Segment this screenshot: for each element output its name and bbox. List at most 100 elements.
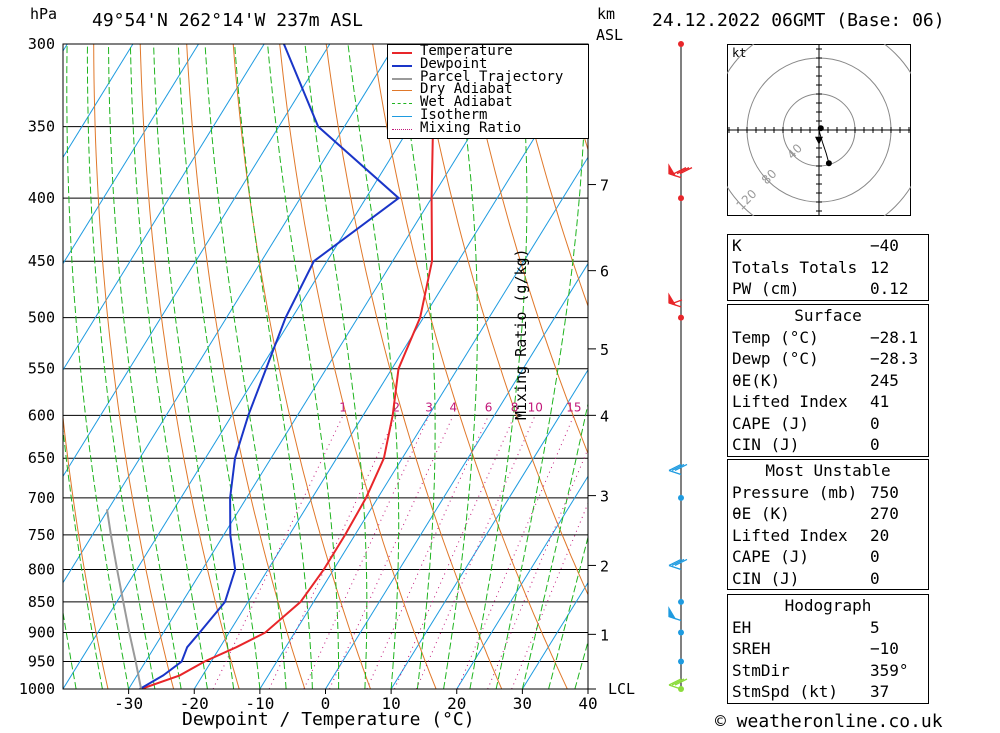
pressure-tick-label: 600: [28, 406, 55, 424]
pressure-tick-label: 500: [28, 309, 55, 327]
wind-level-dot: [678, 598, 684, 605]
temperature-profile: [140, 44, 435, 689]
datetime-title: 24.12.2022 06GMT (Base: 06): [652, 10, 945, 31]
mixing-ratio-line: [394, 415, 516, 689]
surface-index-label: Dewp (°C): [732, 349, 819, 368]
most-unstable-index-value: 0: [870, 547, 880, 566]
copyright-link[interactable]: © weatheronline.co.uk: [715, 711, 943, 732]
temp-tick-label: 20: [447, 694, 466, 713]
dry-adiabat-line: [465, 44, 588, 455]
basic-index-label: PW (cm): [732, 279, 800, 298]
basic-index-row: Totals Totals 12: [728, 257, 928, 279]
mixing-ratio-line: [212, 415, 344, 689]
most-unstable-index-row: θE (K) 270: [728, 503, 928, 525]
legend-item: Wet Adiabat: [388, 94, 586, 111]
legend-label: Isotherm: [420, 107, 488, 123]
legend: Temperature Dewpoint Parcel Trajectory Dry …: [387, 44, 589, 139]
legend-label: Temperature: [420, 43, 513, 59]
wind-barb: [668, 558, 688, 571]
hodograph-index-value: 5: [870, 617, 880, 637]
isotherm-line: [63, 44, 199, 265]
legend-item: Mixing Ratio: [388, 119, 586, 136]
isotherm-line: [63, 44, 462, 689]
basic-index-row: PW (cm) 0.12: [728, 278, 928, 300]
dry-adiabat-line: [139, 44, 240, 689]
mixing-ratio-label: 8: [511, 400, 519, 414]
pressure-tick-label: 400: [28, 189, 55, 207]
hodograph-index-row: StmDir 359°: [728, 660, 928, 682]
dewpoint-profile: [139, 44, 401, 689]
most-unstable-index-row: Lifted Index 20: [728, 525, 928, 547]
km-tick-label: 2: [600, 557, 609, 575]
surface-index-label: CIN (J): [732, 435, 800, 454]
surface-index-row: Dewp (°C) −28.3: [728, 348, 928, 370]
legend-label: Parcel Trajectory: [420, 68, 564, 85]
legend-label: Wet Adiabat: [420, 94, 513, 111]
mixing-ratio-line: [268, 415, 397, 689]
surface-index-row: Temp (°C) −28.1: [728, 327, 928, 349]
wet-adiabat-line: [153, 44, 235, 689]
x-axis-label: Dewpoint / Temperature (°C): [182, 709, 475, 730]
surface-index-value: 245: [870, 370, 899, 390]
mixing-ratio-axis-label: Mixing Ratio (g/kg): [512, 248, 530, 420]
hodograph-trace: [818, 129, 830, 164]
hodograph-index-label: StmSpd (kt): [732, 682, 838, 701]
isotherm-line: [325, 262, 588, 689]
pressure-tick-label: 750: [28, 526, 55, 544]
wind-barb: [668, 678, 688, 690]
dry-adiabat-line: [279, 44, 437, 689]
most-unstable-index-value: 0: [870, 568, 880, 588]
legend-label: Dewpoint: [420, 55, 488, 72]
wind-level-dot: [678, 195, 684, 202]
basic-index-value: −40: [870, 236, 899, 255]
mixing-ratio-label: 10: [528, 400, 543, 414]
wet-adiabat-line: [129, 44, 208, 689]
surface-index-value: 0: [870, 435, 880, 454]
wet-adiabat-line: [267, 44, 340, 689]
basic-index-value: 0.12: [870, 279, 909, 298]
hodograph-index-row: EH 5: [728, 617, 928, 639]
hpa-label: hPa: [30, 5, 58, 23]
isotherm-line: [63, 44, 331, 478]
surface-index-label: θE(K): [732, 370, 781, 390]
km-label: km: [597, 5, 616, 23]
dry-adiabat-line: [511, 44, 588, 308]
wet-adiabat-line: [66, 44, 130, 689]
legend-label: Mixing Ratio: [420, 119, 522, 136]
hodograph-index-value: −10: [870, 639, 899, 658]
hodograph-panel: Hodograph EH 5 SREH −10 StmDir 359° StmSpd (kt…: [727, 594, 929, 704]
mixing-ratio-line: [329, 415, 454, 689]
parcel-trajectory-profile: [106, 509, 143, 689]
hodograph-index-row: SREH −10: [728, 638, 928, 660]
hodograph-index-label: StmDir: [732, 660, 790, 680]
wet-adiabat-line: [177, 44, 261, 689]
dry-adiabat-line: [186, 44, 306, 689]
wind-level-dot: [678, 41, 684, 47]
legend-swatch: [392, 103, 412, 105]
basic-indices-panel: K −40 Totals Totals 12 PW (cm) 0.12: [727, 234, 929, 301]
wet-adiabat-line: [397, 44, 436, 689]
wind-level-dot: [678, 494, 684, 501]
most-unstable-index-label: CIN (J): [732, 568, 800, 588]
mixing-ratio-line: [457, 415, 575, 689]
most-unstable-index-label: θE (K): [732, 504, 790, 523]
hodograph-unit: kt: [732, 46, 746, 60]
most-unstable-index-value: 750: [870, 482, 899, 502]
wet-adiabat-line: [443, 44, 478, 689]
lcl-label: LCL: [608, 680, 636, 698]
surface-panel: Surface Temp (°C) −28.1 Dewp (°C) −28.3 θE(K…: [727, 304, 929, 457]
dry-adiabat-line: [418, 44, 588, 596]
most-unstable-index-label: Pressure (mb): [732, 482, 858, 502]
mixing-ratio-label: 1: [339, 400, 347, 414]
mixing-ratio-line: [487, 447, 588, 689]
km-tick-label: 5: [600, 341, 609, 359]
basic-index-label: K: [732, 236, 742, 255]
legend-swatch: [392, 52, 412, 54]
most-unstable-index-label: Lifted Index: [732, 525, 848, 545]
legend-swatch: [392, 90, 412, 92]
most-unstable-index-row: Pressure (mb) 750: [728, 482, 928, 504]
surface-index-label: CAPE (J): [732, 413, 810, 433]
surface-index-value: −28.1: [870, 327, 919, 347]
mixing-ratio-line: [303, 415, 430, 689]
temp-tick-label: -30: [114, 694, 143, 713]
